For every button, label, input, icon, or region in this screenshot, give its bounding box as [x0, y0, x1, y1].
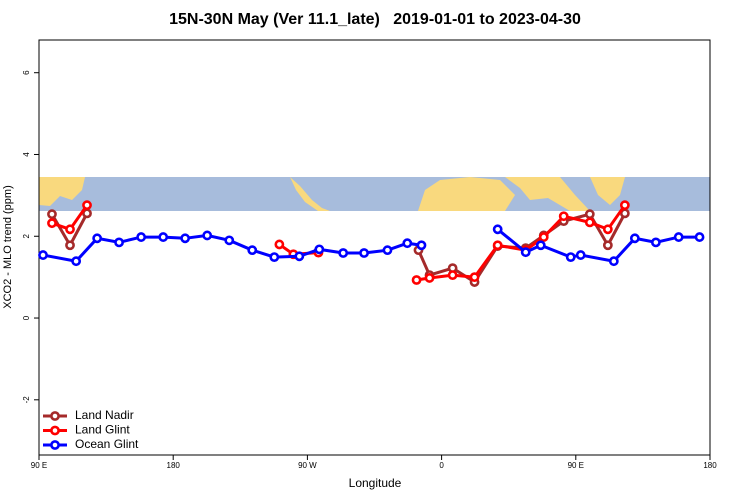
point	[202, 230, 213, 241]
point	[619, 200, 630, 211]
point	[558, 211, 569, 222]
point	[65, 240, 75, 251]
point	[694, 232, 705, 242]
point	[180, 233, 191, 244]
point	[338, 248, 349, 258]
legend-label: Land Nadir	[75, 408, 134, 422]
plot-frame	[38, 39, 711, 456]
legend-label: Ocean Glint	[75, 437, 139, 451]
point	[274, 239, 285, 250]
point	[47, 209, 57, 220]
x-tick-label: 90 W	[298, 461, 317, 470]
y-tick-label: 2	[22, 233, 31, 238]
point	[492, 224, 503, 235]
point	[673, 232, 684, 242]
legend-marker	[50, 440, 60, 450]
y-tick-label: 6	[22, 70, 31, 75]
point	[629, 233, 640, 244]
y-tick-label: -2	[22, 396, 31, 404]
point	[158, 232, 169, 242]
point	[136, 232, 147, 242]
point	[38, 250, 48, 260]
point	[538, 232, 549, 242]
legend-label: Land Glint	[75, 423, 130, 437]
point	[224, 235, 235, 246]
point	[584, 217, 595, 228]
point	[492, 240, 503, 251]
legend-marker	[50, 425, 60, 436]
x-tick-label: 180	[167, 461, 181, 470]
series-line	[496, 228, 700, 263]
point	[294, 251, 305, 262]
y-tick-label: 0	[22, 315, 31, 320]
x-tick-label: 90 E	[31, 461, 47, 470]
y-tick-label: 4	[22, 152, 31, 157]
y-axis-label: XCO2 - MLO trend (ppm)	[2, 185, 14, 308]
series	[38, 224, 705, 267]
point	[269, 252, 280, 263]
point	[602, 224, 613, 235]
point	[47, 218, 57, 229]
point	[565, 252, 576, 263]
point	[535, 240, 546, 251]
x-tick-label: 180	[703, 461, 717, 470]
point	[608, 256, 619, 267]
point	[584, 209, 595, 220]
point	[382, 245, 393, 256]
map-strip	[39, 177, 710, 211]
point	[359, 248, 369, 258]
x-axis-label: Longitude	[349, 476, 402, 490]
point	[114, 237, 124, 248]
point	[520, 247, 531, 258]
point	[602, 240, 613, 251]
x-tick-label: 90 E	[568, 461, 584, 470]
point	[82, 200, 92, 211]
point	[411, 275, 422, 285]
point	[247, 245, 258, 256]
point	[650, 237, 661, 248]
point	[92, 233, 103, 244]
point	[447, 270, 458, 280]
point	[65, 224, 75, 235]
point	[402, 238, 413, 249]
legend-marker	[50, 411, 60, 421]
x-tick-label: 0	[439, 461, 444, 470]
chart-title: 15N-30N May (Ver 11.1_late) 2019-01-01 t…	[169, 11, 581, 28]
point	[469, 272, 480, 283]
point	[416, 240, 427, 251]
point	[314, 244, 325, 255]
point	[575, 250, 586, 260]
point	[424, 273, 435, 283]
point	[71, 256, 82, 267]
